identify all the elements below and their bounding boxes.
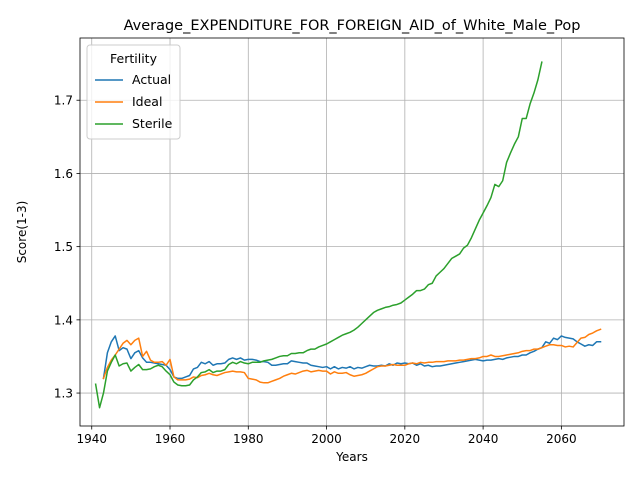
y-axis-title: Score(1-3) (15, 201, 29, 264)
legend-title: Fertility (110, 51, 158, 66)
legend-label-actual: Actual (132, 72, 171, 87)
legend-items: Actual Ideal Sterile (95, 72, 173, 131)
series-lines (94, 61, 602, 409)
legend: Fertility Actual Ideal Sterile (86, 44, 181, 140)
x-axis-title: Years (335, 450, 368, 464)
x-tick-label: 1960 (155, 432, 186, 446)
x-tick-label: 2020 (390, 432, 421, 446)
x-tick-label: 2060 (546, 432, 577, 446)
legend-box (86, 44, 181, 140)
chart-title: Average_EXPENDITURE_FOR_FOREIGN_AID_of_W… (124, 18, 581, 34)
series-line-sterile (94, 61, 543, 409)
legend-label-ideal: Ideal (132, 94, 162, 109)
y-tick-label: 1.5 (54, 240, 73, 254)
x-axis-ticks: 1940 1960 1980 2000 2020 2040 2060 (76, 426, 577, 446)
plot-area-frame (79, 37, 625, 427)
x-tick-label: 2040 (468, 432, 499, 446)
x-tick-label: 1980 (233, 432, 264, 446)
x-tick-label: 2000 (311, 432, 342, 446)
series-line-ideal (102, 328, 602, 384)
x-tick-label: 1940 (76, 432, 107, 446)
y-tick-label: 1.4 (54, 313, 73, 327)
y-tick-label: 1.3 (54, 387, 73, 401)
y-tick-label: 1.7 (54, 94, 73, 108)
grid (80, 38, 624, 426)
y-tick-label: 1.6 (54, 167, 73, 181)
legend-label-sterile: Sterile (132, 116, 173, 131)
series-line-actual (102, 335, 602, 380)
y-axis-ticks: 1.3 1.4 1.5 1.6 1.7 (54, 94, 80, 401)
